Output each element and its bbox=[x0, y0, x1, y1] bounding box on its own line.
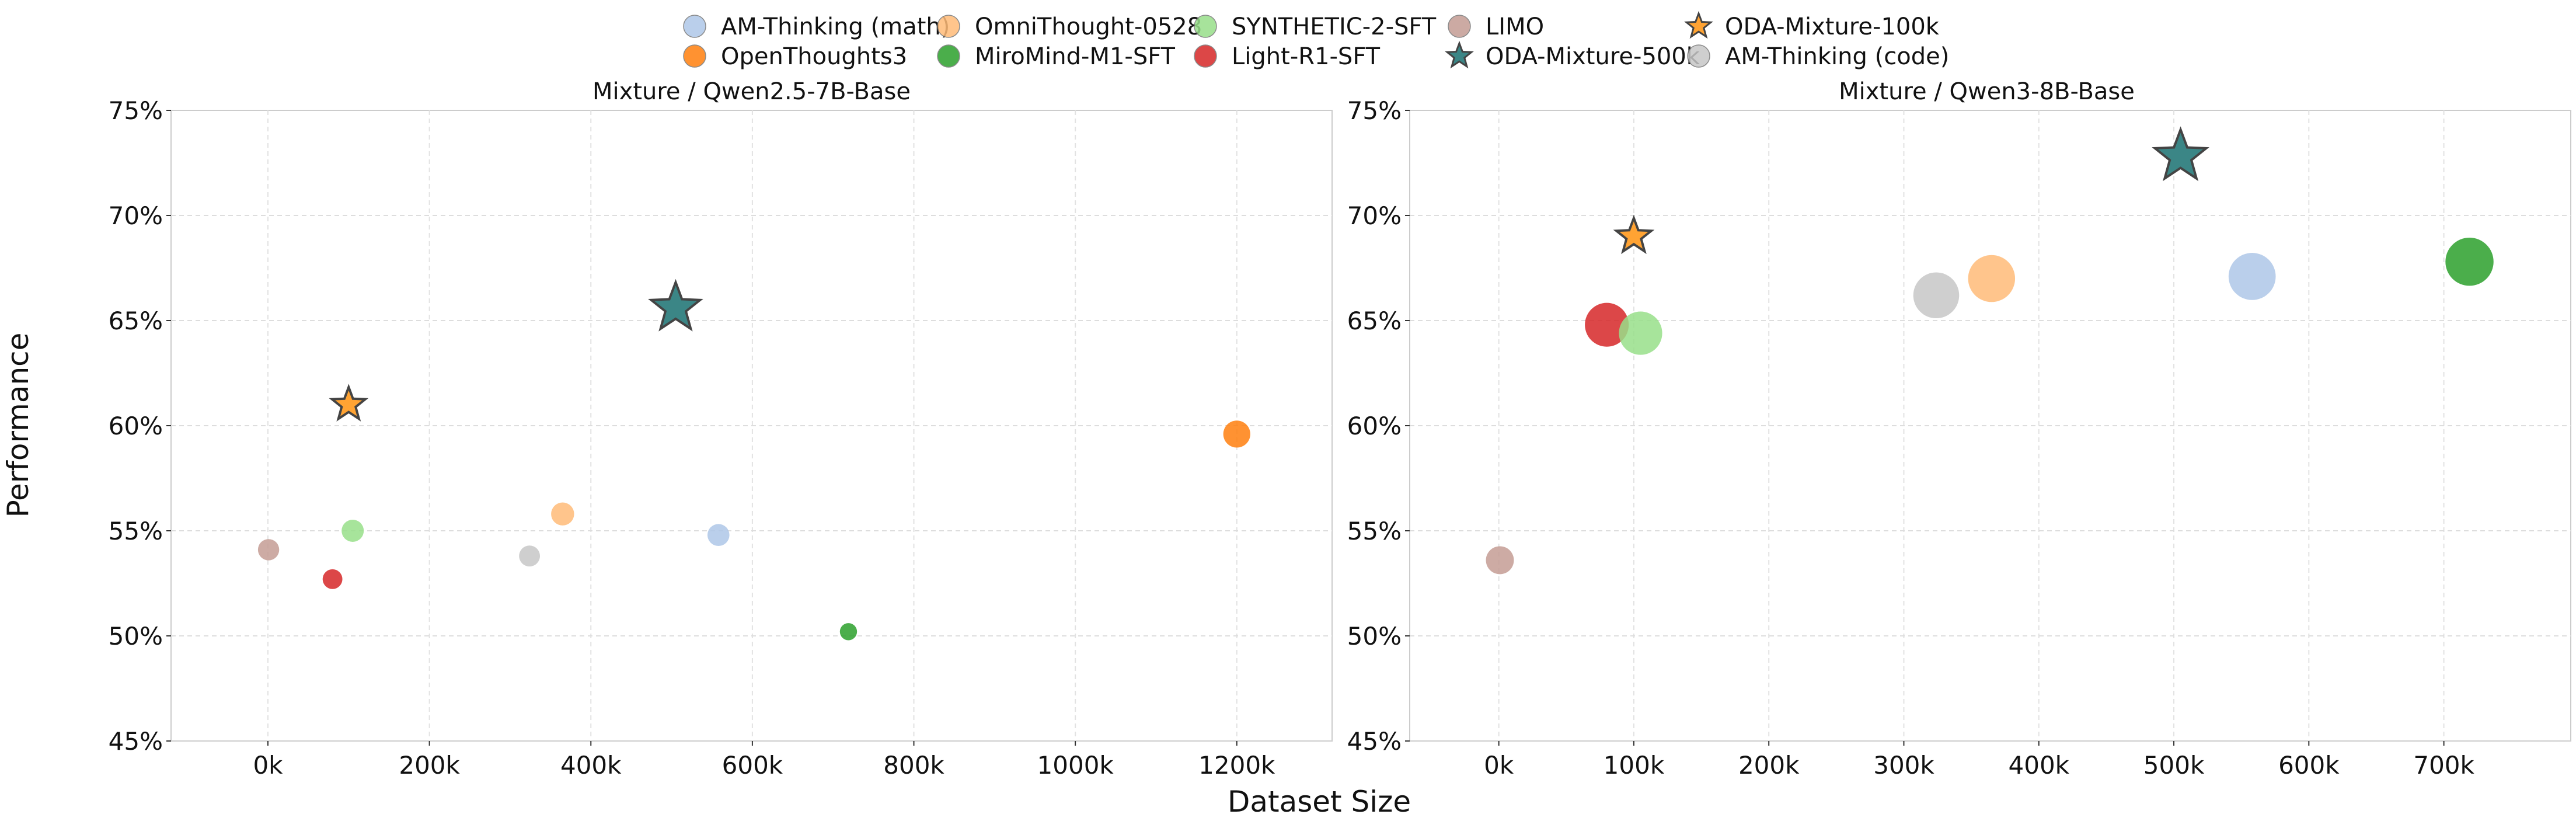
y-tick-label: 75% bbox=[1347, 96, 1402, 125]
data-point bbox=[257, 539, 280, 561]
y-tick-label: 50% bbox=[1347, 622, 1402, 650]
data-point bbox=[839, 623, 857, 641]
legend-entry: Light-R1-SFT bbox=[1194, 43, 1381, 70]
y-axis-label: Performance bbox=[1, 333, 35, 518]
legend-label: OpenThoughts3 bbox=[721, 43, 907, 70]
x-axis-label: Dataset Size bbox=[1228, 785, 1411, 819]
y-tick-label: 70% bbox=[1347, 201, 1402, 230]
data-point bbox=[341, 520, 364, 542]
legend-entry: ODA-Mixture-100k bbox=[1684, 11, 1940, 40]
legend-entry: ODA-Mixture-500k bbox=[1445, 40, 1700, 70]
data-point-star bbox=[1613, 214, 1655, 255]
legend-label: MiroMind-M1-SFT bbox=[975, 43, 1176, 70]
legend: AM-Thinking (math) OmniThought-0528 SYNTHE… bbox=[683, 11, 1949, 70]
x-tick-label: 700k bbox=[2413, 751, 2474, 780]
panel-1: 0k 200k 400k 600k 800k 1000k 1200k 45% 50% 55% 60%… bbox=[109, 78, 1333, 780]
x-tick-label: 1000k bbox=[1037, 751, 1114, 780]
data-point bbox=[2445, 237, 2494, 286]
legend-star-marker bbox=[1684, 11, 1713, 39]
data-point-star bbox=[329, 384, 369, 422]
legend-label: ODA-Mixture-500k bbox=[1486, 43, 1700, 70]
legend-label: LIMO bbox=[1486, 13, 1544, 40]
y-tick-label: 45% bbox=[109, 727, 163, 756]
legend-label: AM-Thinking (math) bbox=[721, 13, 950, 40]
data-point bbox=[1913, 272, 1960, 319]
data-point bbox=[1585, 302, 1629, 347]
legend-circle-marker bbox=[683, 15, 706, 38]
data-point bbox=[322, 569, 343, 589]
legend-circle-marker bbox=[1687, 44, 1710, 68]
y-tick-label: 65% bbox=[109, 307, 163, 335]
y-tick-label: 45% bbox=[1347, 727, 1402, 756]
x-tick-label: 0k bbox=[1484, 751, 1514, 780]
legend-entry: AM-Thinking (code) bbox=[1687, 43, 1949, 70]
y-tick-label: 65% bbox=[1347, 307, 1402, 335]
x-tick-label: 500k bbox=[2143, 751, 2205, 780]
legend-label: AM-Thinking (code) bbox=[1725, 43, 1949, 70]
data-point-star bbox=[2152, 126, 2209, 182]
legend-entry: SYNTHETIC-2-SFT bbox=[1194, 13, 1437, 40]
y-tick-label: 55% bbox=[109, 517, 163, 545]
legend-entry: AM-Thinking (math) bbox=[683, 13, 950, 40]
data-point-star bbox=[648, 279, 703, 332]
legend-entry: OmniThought-0528 bbox=[937, 13, 1202, 40]
legend-circle-marker bbox=[683, 44, 706, 68]
legend-circle-marker bbox=[937, 44, 960, 68]
x-tick-label: 800k bbox=[883, 751, 944, 780]
y-tick-label: 60% bbox=[109, 412, 163, 440]
data-point bbox=[519, 545, 541, 567]
x-tick-label: 400k bbox=[560, 751, 622, 780]
y-tick-label: 60% bbox=[1347, 412, 1402, 440]
legend-entry: OpenThoughts3 bbox=[683, 43, 907, 70]
legend-circle-marker bbox=[1194, 15, 1217, 38]
data-point bbox=[1619, 311, 1662, 355]
data-point bbox=[1486, 546, 1514, 575]
legend-label: ODA-Mixture-100k bbox=[1725, 13, 1940, 40]
panel-title: Mixture / Qwen2.5-7B-Base bbox=[592, 78, 911, 105]
y-tick-label: 50% bbox=[109, 622, 163, 650]
y-tick-label: 70% bbox=[109, 201, 163, 230]
legend-entry: LIMO bbox=[1448, 13, 1544, 40]
x-tick-label: 200k bbox=[399, 751, 460, 780]
data-point bbox=[1223, 420, 1250, 448]
data-point bbox=[707, 524, 730, 547]
x-tick-label: 1200k bbox=[1198, 751, 1275, 780]
legend-label: OmniThought-0528 bbox=[975, 13, 1202, 40]
data-point bbox=[1968, 255, 2016, 302]
x-tick-label: 100k bbox=[1604, 751, 1665, 780]
x-tick-label: 300k bbox=[1873, 751, 1934, 780]
x-tick-label: 0k bbox=[253, 751, 283, 780]
x-tick-label: 200k bbox=[1738, 751, 1800, 780]
legend-circle-marker bbox=[937, 15, 960, 38]
x-tick-label: 400k bbox=[2009, 751, 2070, 780]
x-tick-label: 600k bbox=[722, 751, 783, 780]
panel-2: 0k 100k 200k 300k 400k 500k 600k 700k 45% 50% 55% 6… bbox=[1347, 78, 2571, 780]
legend-label: Light-R1-SFT bbox=[1232, 43, 1381, 70]
legend-entry: MiroMind-M1-SFT bbox=[937, 43, 1176, 70]
legend-star-marker bbox=[1445, 40, 1474, 69]
legend-label: SYNTHETIC-2-SFT bbox=[1232, 13, 1437, 40]
panel-title: Mixture / Qwen3-8B-Base bbox=[1839, 78, 2135, 105]
y-tick-label: 55% bbox=[1347, 517, 1402, 545]
legend-circle-marker bbox=[1194, 44, 1217, 68]
data-point bbox=[551, 502, 574, 526]
data-point bbox=[2228, 253, 2276, 300]
legend-circle-marker bbox=[1448, 15, 1471, 38]
x-tick-label: 600k bbox=[2278, 751, 2340, 780]
y-tick-label: 75% bbox=[109, 96, 163, 125]
